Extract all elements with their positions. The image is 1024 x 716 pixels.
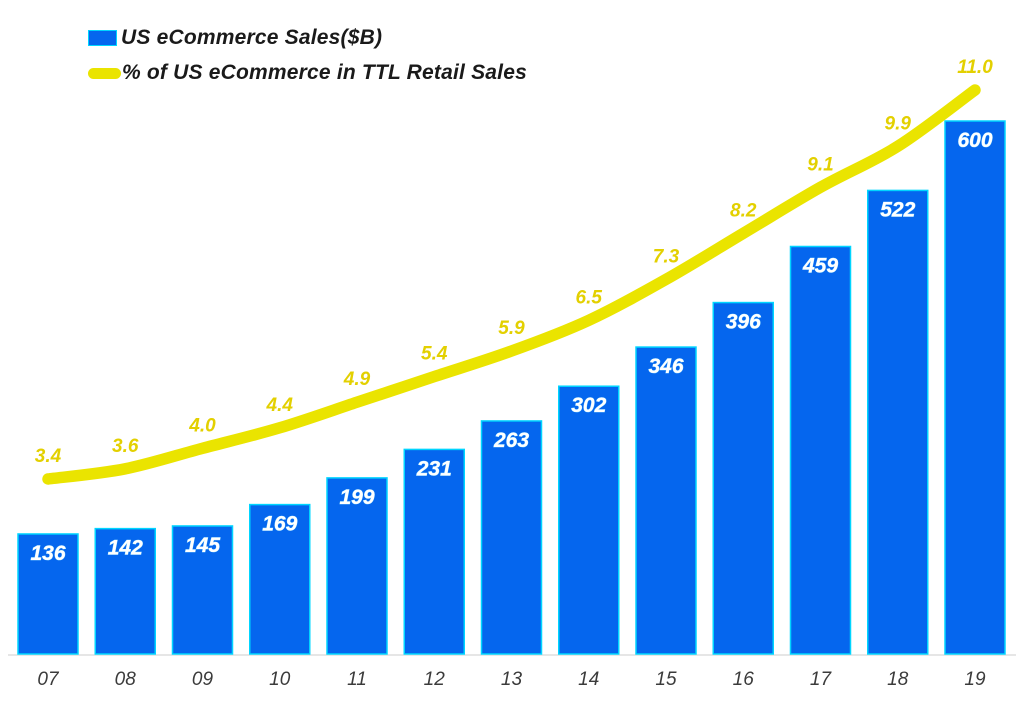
x-axis-tick-label: 07	[37, 669, 60, 690]
x-axis-tick-label: 17	[810, 669, 833, 690]
line-value-label: 9.1	[807, 154, 833, 175]
bar-value-label: 136	[30, 542, 65, 565]
line-value-label: 6.5	[576, 287, 603, 308]
x-axis-tick-label: 11	[347, 669, 367, 690]
bar-value-label: 459	[802, 254, 838, 277]
x-axis-tick-label: 12	[424, 669, 446, 690]
bar-value-label: 169	[262, 513, 297, 536]
bar-series-legend-label: US eCommerce Sales($B)	[121, 26, 383, 49]
line-value-label: 4.0	[188, 415, 216, 436]
line-value-label: 4.4	[266, 395, 294, 416]
line-value-label: 5.4	[421, 344, 448, 365]
line-value-label: 4.9	[343, 369, 371, 390]
x-axis-tick-label: 14	[578, 669, 599, 690]
bar-value-label: 263	[493, 429, 529, 452]
line-value-label: 11.0	[957, 57, 993, 78]
x-axis-tick-label: 13	[501, 669, 523, 690]
bar-value-label: 346	[648, 355, 683, 378]
x-axis-tick-label: 19	[964, 669, 986, 690]
bar-value-label: 522	[880, 198, 915, 221]
bar	[326, 477, 388, 655]
line-value-label: 3.6	[112, 436, 139, 457]
x-axis-tick-label: 18	[887, 669, 909, 690]
bar-value-label: 302	[571, 394, 606, 417]
bar	[867, 189, 929, 655]
line-value-label: 5.9	[498, 318, 525, 339]
x-axis-tick-label: 08	[115, 669, 137, 690]
bar	[558, 385, 620, 655]
line-value-label: 9.9	[885, 113, 912, 134]
legend-item-line-series: % of US eCommerce in TTL Retail Sales	[88, 59, 527, 87]
bar	[944, 120, 1006, 655]
x-axis-tick-label: 15	[655, 669, 677, 690]
line-value-label: 7.3	[653, 246, 680, 267]
bar-value-label: 145	[185, 534, 220, 557]
x-axis-tick-label: 09	[192, 669, 214, 690]
bar-value-label: 199	[339, 486, 374, 509]
bar	[635, 346, 697, 655]
bar	[789, 245, 852, 655]
bar	[249, 503, 311, 655]
bar	[480, 420, 543, 655]
bar-value-label: 142	[108, 537, 143, 560]
x-axis-tick-label: 10	[269, 669, 291, 690]
line-value-label: 8.2	[730, 200, 757, 221]
bar	[171, 525, 234, 655]
bar-series-swatch-icon	[88, 30, 117, 46]
bar	[17, 533, 79, 655]
legend-item-bar-series: US eCommerce Sales($B)	[88, 24, 527, 52]
bar-value-label: 396	[726, 311, 761, 334]
bar	[94, 527, 156, 655]
line-series-swatch-icon	[88, 67, 121, 79]
line-series	[42, 84, 981, 485]
bar-value-label: 231	[416, 457, 452, 480]
x-axis-tick-label: 16	[733, 669, 755, 690]
line-value-label: 3.4	[35, 446, 62, 467]
bar	[712, 301, 774, 655]
legend: US eCommerce Sales($B) % of US eCommerce…	[88, 24, 527, 94]
bar	[403, 448, 465, 655]
line-series-legend-label: % of US eCommerce in TTL Retail Sales	[122, 61, 527, 84]
bar-value-label: 600	[957, 129, 992, 152]
